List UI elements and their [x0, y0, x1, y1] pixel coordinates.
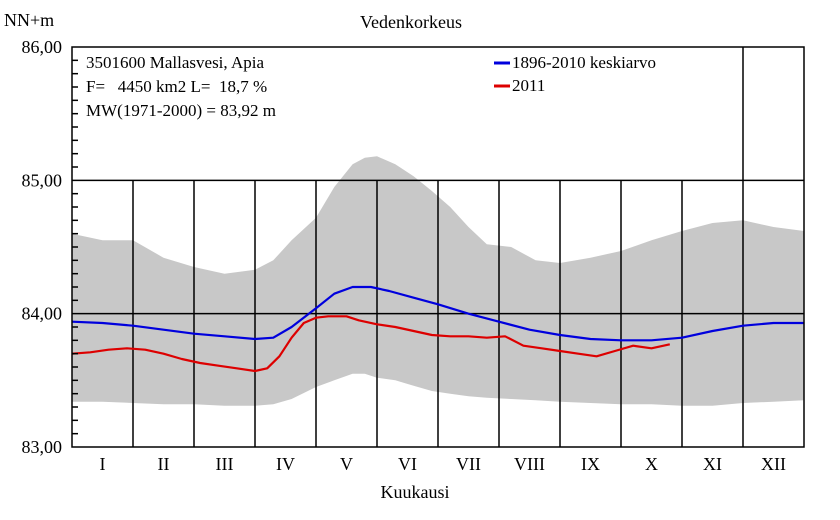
- month-label: VI: [398, 454, 417, 474]
- month-labels: I II III IV V VI VII VIII IX X XI XII: [100, 454, 787, 474]
- series-line-0: [71, 285, 804, 342]
- info-box: 3501600 Mallasvesi, Apia F= 4450 km2 L= …: [86, 53, 276, 120]
- month-label: I: [100, 454, 106, 474]
- month-label: XI: [703, 454, 722, 474]
- month-label: VII: [456, 454, 481, 474]
- month-label: II: [158, 454, 170, 474]
- info-line-mw: MW(1971-2000) = 83,92 m: [86, 101, 276, 120]
- x-axis-label: Kuukausi: [381, 482, 450, 502]
- y-tick-label: 86,00: [22, 37, 63, 57]
- month-label: VIII: [514, 454, 545, 474]
- info-line-area: F= 4450 km2 L= 18,7 %: [86, 77, 267, 96]
- y-tick-label: 83,00: [22, 437, 63, 457]
- month-label: X: [645, 454, 658, 474]
- series-line-1: [71, 315, 671, 373]
- y-tick-label: 85,00: [22, 170, 63, 190]
- month-label: IV: [276, 454, 295, 474]
- month-label: IX: [581, 454, 600, 474]
- y-axis-label: NN+m: [4, 10, 54, 30]
- legend-label-2011: 2011: [512, 76, 545, 95]
- chart-title: Vedenkorkeus: [360, 12, 462, 32]
- month-label: XII: [761, 454, 786, 474]
- month-label: V: [340, 454, 353, 474]
- series-layer: [71, 285, 804, 373]
- grid-layer: [72, 47, 804, 447]
- legend: 1896-2010 keskiarvo 2011: [494, 53, 656, 95]
- y-ticks: 83,00 84,00 85,00 86,00: [22, 37, 78, 457]
- info-line-station: 3501600 Mallasvesi, Apia: [86, 53, 264, 72]
- month-label: III: [216, 454, 234, 474]
- legend-label-mean: 1896-2010 keskiarvo: [512, 53, 656, 72]
- y-tick-label: 84,00: [22, 304, 63, 324]
